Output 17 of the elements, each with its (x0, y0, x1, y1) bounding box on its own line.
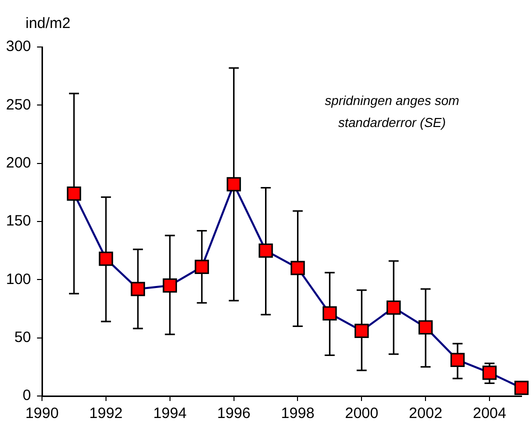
x-tick-label: 1992 (89, 405, 123, 422)
x-tick-label: 2002 (408, 405, 442, 422)
y-tick-label: 100 (6, 270, 32, 288)
x-tick-label: 2000 (344, 405, 378, 422)
x-tick-label: 1998 (281, 405, 314, 422)
x-tick-label: 2004 (472, 405, 506, 422)
x-tick-label: 1996 (217, 405, 251, 422)
x-tick-label: 1994 (153, 405, 187, 422)
y-tick-label: 0 (22, 387, 32, 404)
y-axis-title: ind/m2 (25, 15, 71, 32)
y-tick-label: 150 (6, 212, 32, 230)
y-tick-label: 50 (14, 328, 32, 346)
x-tick-label: 1990 (25, 405, 59, 422)
y-tick-label: 250 (6, 96, 32, 114)
annotation: spridningen anges som standarderror (SE) (324, 93, 460, 130)
y-tick-label: 300 (6, 38, 32, 56)
y-tick-label: 200 (6, 154, 32, 172)
